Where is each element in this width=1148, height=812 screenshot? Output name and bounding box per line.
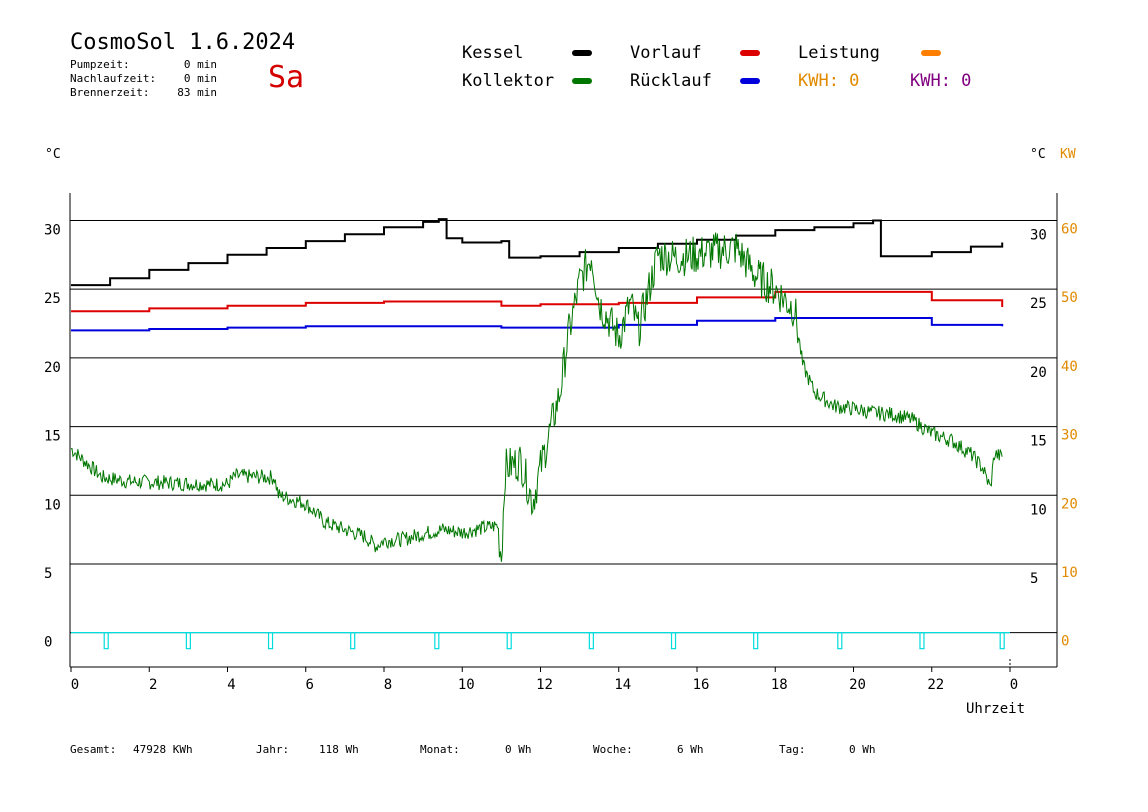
series-leistung-pulse	[999, 632, 1005, 650]
series-line-rcklauf	[71, 317, 1004, 332]
x-tick-label: 4	[227, 677, 235, 693]
y-tick-label-left: 0	[44, 635, 52, 651]
series-leistung-pulse	[753, 632, 759, 650]
series-leistung-pulse	[267, 632, 274, 650]
stat-value-brennerzeit: 83 min	[177, 86, 217, 99]
legend-label-kollektor: Kollektor	[462, 71, 555, 91]
series-leistung-pulse	[103, 632, 109, 650]
legend-swatch-kollektor	[572, 78, 592, 84]
footer-label-jahr: Jahr:	[256, 743, 290, 756]
stat-value-pumpzeit: 0 min	[183, 58, 217, 71]
x-tick-label: 18	[771, 677, 788, 693]
kwh-label-second: KWH: 0	[910, 71, 972, 91]
series-leistung-pulse	[350, 632, 356, 650]
series-line-kessel	[71, 218, 1004, 287]
x-tick-label: 16	[693, 677, 710, 693]
series-leistung-pulse	[919, 632, 925, 650]
y-tick-label-right-c: 15	[1030, 434, 1047, 450]
footer-value-monat: 0 Wh	[505, 743, 532, 756]
series-leistung-pulse	[837, 632, 843, 650]
legend-label-kessel: Kessel	[462, 43, 524, 63]
legend-swatch-vorlauf	[740, 50, 760, 56]
y-tick-label-left: 25	[44, 291, 61, 307]
x-tick-label: 0	[1010, 677, 1018, 693]
x-tick-label: 6	[306, 677, 314, 693]
y-tick-label-right-c: 20	[1030, 365, 1047, 381]
y-tick-label-left: 10	[44, 497, 61, 513]
y-tick-label-right-kw: 30	[1061, 428, 1078, 444]
x-tick-label: 12	[536, 677, 553, 693]
y-tick-label-right-kw: 40	[1061, 359, 1078, 375]
x-tick-label: 2	[149, 677, 157, 693]
right-axis-unit-c: °C	[1030, 147, 1046, 162]
legend-label-leistung: Leistung	[798, 43, 880, 63]
series-leistung-pulse	[506, 632, 512, 650]
y-tick-label-right-kw: 20	[1061, 496, 1078, 512]
footer-label-tag: Tag:	[779, 743, 806, 756]
footer-value-gesamt: 47928 KWh	[133, 743, 193, 756]
stat-label-pumpzeit: Pumpzeit:	[70, 58, 130, 71]
series-line-vorlauf	[71, 290, 1004, 313]
footer-value-tag: 0 Wh	[849, 743, 876, 756]
footer-value-woche: 6 Wh	[677, 743, 704, 756]
weekday-label: Sa	[268, 60, 305, 95]
page-title: CosmoSol 1.6.2024	[70, 30, 296, 55]
footer-label-gesamt: Gesamt:	[70, 743, 117, 756]
footer-label-woche: Woche:	[593, 743, 633, 756]
stat-label-brennerzeit: Brennerzeit:	[70, 86, 150, 99]
x-tick-label: 10	[458, 677, 475, 693]
legend-label-ruecklauf: Rücklauf	[630, 71, 712, 91]
legend-swatch-ruecklauf	[740, 78, 760, 84]
y-tick-label-right-kw: 10	[1061, 565, 1078, 581]
y-tick-label-left: 30	[44, 222, 61, 238]
x-axis-label: Uhrzeit	[966, 701, 1026, 717]
series-leistung-pulse	[185, 632, 191, 650]
y-tick-label-right-c: 30	[1030, 227, 1047, 243]
y-tick-label-right-kw: 60	[1061, 221, 1078, 237]
y-tick-label-right-c: 10	[1030, 502, 1047, 518]
y-tick-label-left: 20	[44, 360, 61, 376]
y-tick-label-right-kw: 50	[1061, 290, 1078, 306]
footer-value-jahr: 118 Wh	[319, 743, 359, 756]
series-line-kollektor	[70, 232, 1003, 562]
series-leistung-pulse	[588, 632, 594, 650]
left-axis-unit: °C	[45, 147, 61, 162]
y-tick-label-left: 15	[44, 429, 61, 445]
series-leistung-pulse	[670, 632, 677, 650]
x-tick-label: 22	[927, 677, 944, 693]
series-leistung-pulse	[434, 632, 440, 650]
legend-label-vorlauf: Vorlauf	[630, 43, 702, 63]
y-tick-label-right-kw: 0	[1061, 634, 1069, 650]
legend-swatch-leistung	[921, 50, 941, 56]
stat-value-nachlaufzeit: 0 min	[183, 72, 217, 85]
y-tick-label-right-c: 25	[1030, 296, 1047, 312]
x-tick-label: 20	[849, 677, 866, 693]
y-tick-label-right-c: 5	[1030, 571, 1038, 587]
stat-label-nachlaufzeit: Nachlaufzeit:	[70, 72, 157, 85]
x-tick-label: 14	[614, 677, 631, 693]
x-tick-label: 8	[384, 677, 392, 693]
right-axis-unit-kw: KW	[1060, 147, 1076, 162]
y-tick-label-left: 5	[44, 566, 52, 582]
x-tick-label: 0	[71, 677, 79, 693]
legend-swatch-kessel	[572, 50, 592, 56]
kwh-label-leistung: KWH: 0	[798, 71, 860, 91]
footer-label-monat: Monat:	[420, 743, 460, 756]
